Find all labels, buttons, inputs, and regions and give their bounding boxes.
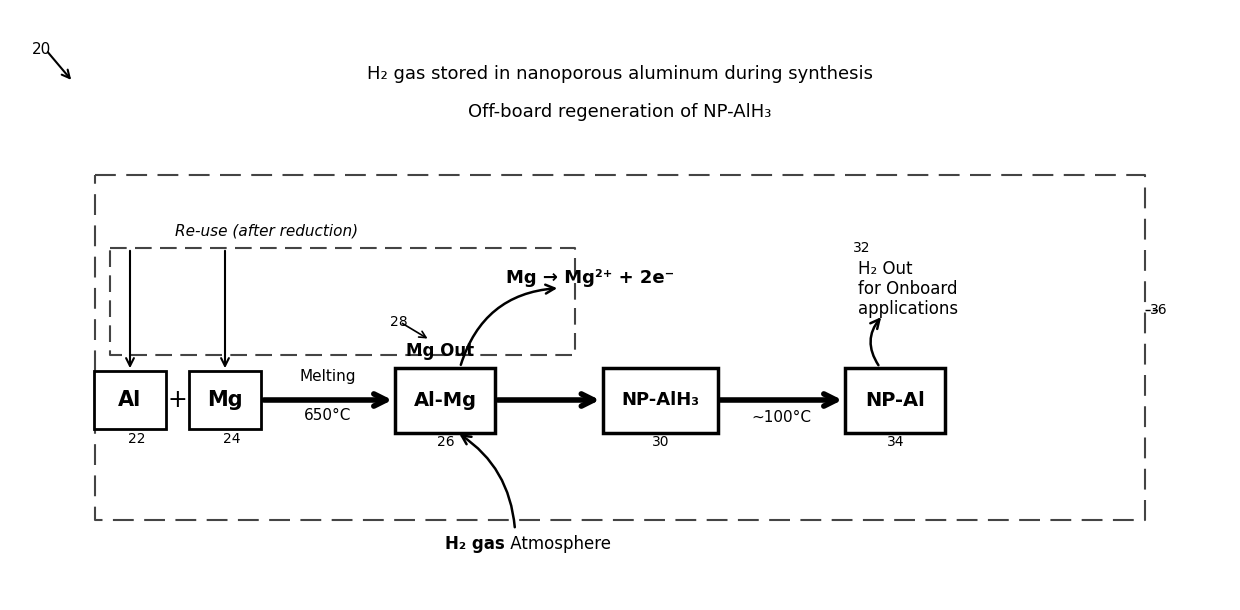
FancyBboxPatch shape xyxy=(844,367,945,432)
Text: 32: 32 xyxy=(853,241,870,255)
Text: H₂ gas stored in nanoporous aluminum during synthesis: H₂ gas stored in nanoporous aluminum dur… xyxy=(367,65,873,83)
Text: 24: 24 xyxy=(223,432,241,446)
Text: Re-use (after reduction): Re-use (after reduction) xyxy=(175,223,358,238)
Text: 34: 34 xyxy=(887,436,904,450)
Text: Melting: Melting xyxy=(300,369,356,384)
Text: Mg → Mg²⁺ + 2e⁻: Mg → Mg²⁺ + 2e⁻ xyxy=(506,269,675,287)
FancyBboxPatch shape xyxy=(396,367,495,432)
Text: applications: applications xyxy=(858,300,959,318)
Text: H₂ Out: H₂ Out xyxy=(858,260,913,278)
Text: Mg Out: Mg Out xyxy=(405,342,474,359)
Text: Off-board regeneration of NP-AlH₃: Off-board regeneration of NP-AlH₃ xyxy=(469,103,771,121)
Text: 30: 30 xyxy=(652,436,670,450)
Text: 28: 28 xyxy=(391,315,408,329)
FancyBboxPatch shape xyxy=(188,371,260,429)
FancyBboxPatch shape xyxy=(603,367,718,432)
Text: H₂ gas: H₂ gas xyxy=(445,535,505,553)
Text: ~100°C: ~100°C xyxy=(751,410,811,425)
Text: NP-AlH₃: NP-AlH₃ xyxy=(621,391,699,409)
FancyBboxPatch shape xyxy=(94,371,166,429)
Text: 26: 26 xyxy=(436,436,455,450)
Text: Mg: Mg xyxy=(207,390,243,410)
Text: 22: 22 xyxy=(128,432,145,446)
Text: 36: 36 xyxy=(1149,303,1168,317)
Text: Al: Al xyxy=(118,390,141,410)
Text: +: + xyxy=(167,388,187,412)
Text: 650°C: 650°C xyxy=(304,408,352,423)
Text: Atmosphere: Atmosphere xyxy=(505,535,611,553)
Text: NP-Al: NP-Al xyxy=(866,390,925,409)
Text: for Onboard: for Onboard xyxy=(858,280,957,298)
Text: Al-Mg: Al-Mg xyxy=(413,390,476,409)
Text: 20: 20 xyxy=(32,42,51,57)
